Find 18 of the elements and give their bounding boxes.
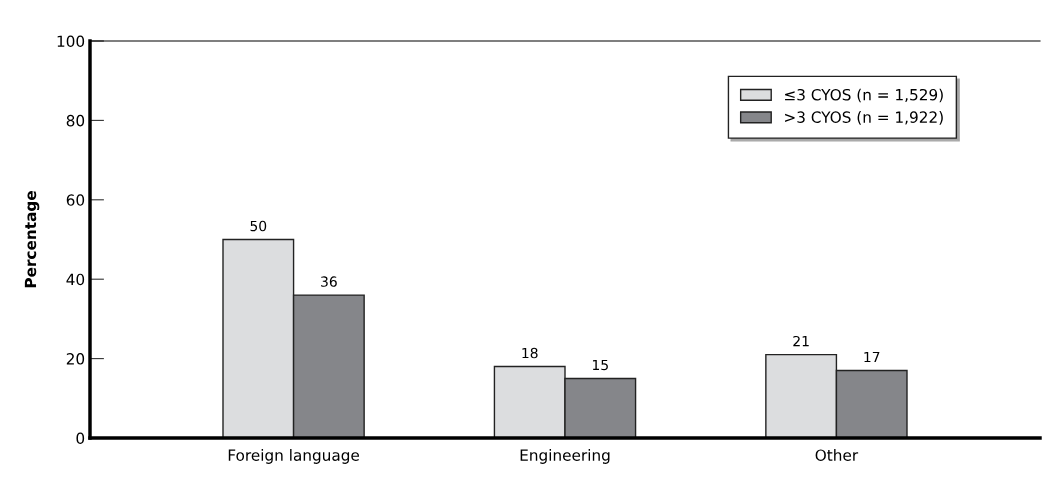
x-tick-label: Foreign language bbox=[228, 449, 360, 464]
data-label: 50 bbox=[250, 220, 267, 232]
y-tick-label: 0 bbox=[76, 432, 85, 445]
x-tick-label: Other bbox=[815, 449, 859, 461]
legend-label: ≤3 CYOS (n = 1,529) bbox=[785, 88, 943, 103]
data-label: 18 bbox=[522, 347, 538, 359]
y-tick-label: 20 bbox=[66, 353, 85, 365]
data-label: 15 bbox=[592, 359, 608, 371]
y-tick-label: 40 bbox=[66, 273, 85, 286]
y-axis-title: Percentage bbox=[24, 191, 40, 288]
data-label: 21 bbox=[793, 335, 809, 347]
y-tick-label: 80 bbox=[66, 114, 85, 127]
data-label: 36 bbox=[321, 276, 337, 287]
y-tick-label: 60 bbox=[66, 194, 85, 206]
legend-label: >3 CYOS (n = 1,922) bbox=[785, 111, 943, 125]
y-tick-label: 100 bbox=[57, 35, 85, 48]
x-tick-label: Engineering bbox=[520, 449, 610, 464]
data-label: 17 bbox=[864, 351, 880, 363]
